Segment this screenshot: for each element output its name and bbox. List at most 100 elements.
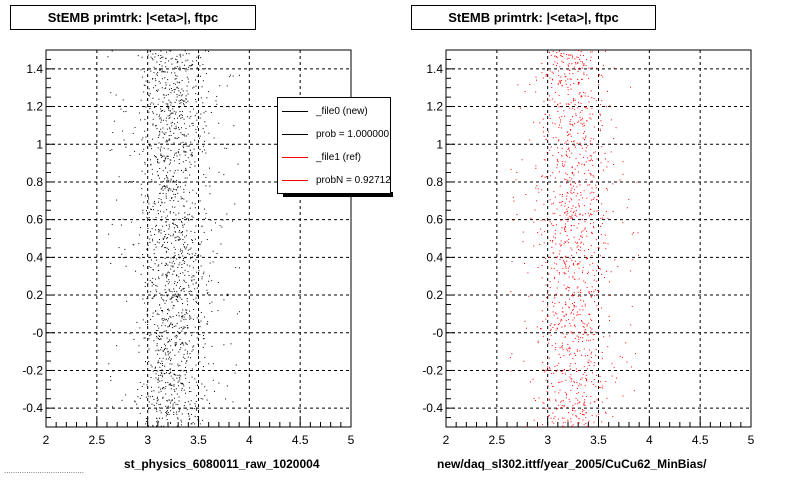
data-point	[173, 257, 175, 259]
data-point	[152, 268, 154, 270]
data-point	[553, 418, 555, 420]
data-point	[579, 184, 581, 186]
data-point	[608, 315, 610, 317]
data-point	[592, 384, 594, 386]
data-point	[131, 221, 133, 223]
data-point	[581, 305, 583, 307]
data-point	[176, 55, 178, 57]
data-point	[143, 71, 145, 73]
data-point	[583, 414, 585, 416]
data-point	[220, 243, 222, 245]
data-point	[551, 246, 553, 248]
data-point	[175, 403, 177, 405]
data-point	[193, 279, 195, 281]
data-point	[582, 373, 584, 375]
data-point	[565, 218, 567, 220]
data-point	[178, 100, 180, 102]
data-point	[174, 196, 176, 198]
data-point	[167, 406, 169, 408]
data-point	[163, 185, 165, 187]
data-point	[182, 205, 184, 207]
data-point	[590, 118, 592, 120]
data-point	[580, 231, 582, 233]
data-point	[541, 234, 543, 236]
data-point	[164, 264, 166, 266]
data-point	[555, 243, 557, 245]
data-point	[175, 374, 177, 376]
data-point	[182, 342, 184, 344]
data-point	[179, 54, 181, 56]
data-point	[168, 318, 170, 320]
data-point	[587, 426, 589, 428]
data-point	[572, 295, 574, 297]
data-point	[169, 84, 171, 86]
data-point	[169, 402, 171, 404]
data-point	[572, 407, 574, 409]
data-point	[171, 262, 173, 264]
data-point	[165, 221, 167, 223]
data-point	[167, 158, 169, 160]
data-point	[565, 313, 567, 315]
data-point	[560, 204, 562, 206]
data-point	[154, 367, 156, 369]
data-point	[155, 229, 157, 231]
data-point	[517, 84, 519, 86]
data-point	[180, 424, 182, 426]
data-point	[186, 230, 188, 232]
data-point	[538, 397, 540, 399]
data-point	[594, 274, 596, 276]
data-point	[572, 116, 574, 118]
data-point	[166, 238, 168, 240]
data-point	[158, 404, 160, 406]
data-point	[601, 223, 603, 225]
data-point	[151, 102, 153, 104]
data-point	[558, 381, 560, 383]
data-point	[173, 160, 175, 162]
data-point	[176, 296, 178, 298]
data-point	[175, 225, 177, 227]
data-point	[146, 217, 148, 219]
data-point	[588, 364, 590, 366]
data-point	[166, 180, 168, 182]
data-point	[195, 225, 197, 227]
data-point	[166, 419, 168, 421]
data-point	[556, 52, 558, 54]
data-point	[169, 324, 171, 326]
data-point	[208, 132, 210, 134]
data-point	[169, 340, 171, 342]
data-point	[570, 380, 572, 382]
data-point	[600, 104, 602, 106]
data-point	[161, 335, 163, 337]
data-point	[549, 408, 551, 410]
data-point	[151, 148, 153, 150]
data-point	[184, 280, 186, 282]
data-point	[569, 73, 571, 75]
data-point	[565, 151, 567, 153]
data-point	[170, 426, 172, 428]
data-point	[195, 99, 197, 101]
data-point	[181, 94, 183, 96]
data-point	[542, 369, 544, 371]
data-point	[551, 98, 553, 100]
data-point	[183, 279, 185, 281]
data-point	[172, 265, 174, 267]
data-point	[575, 68, 577, 70]
data-point	[154, 56, 156, 58]
data-point	[163, 348, 165, 350]
data-point	[181, 382, 183, 384]
data-point	[553, 314, 555, 316]
data-point	[565, 379, 567, 381]
data-point	[163, 94, 165, 96]
data-point	[111, 223, 113, 225]
data-point	[156, 291, 158, 293]
data-point	[554, 365, 556, 367]
data-point	[570, 374, 572, 376]
data-point	[195, 297, 197, 299]
data-point	[185, 98, 187, 100]
data-point	[157, 162, 159, 164]
data-point	[550, 82, 552, 84]
data-point	[613, 67, 615, 69]
data-point	[576, 335, 578, 337]
data-point	[226, 385, 228, 387]
right-x-axis-title: new/daq_sl302.ittf/year_2005/CuCu62_MinB…	[437, 457, 707, 471]
